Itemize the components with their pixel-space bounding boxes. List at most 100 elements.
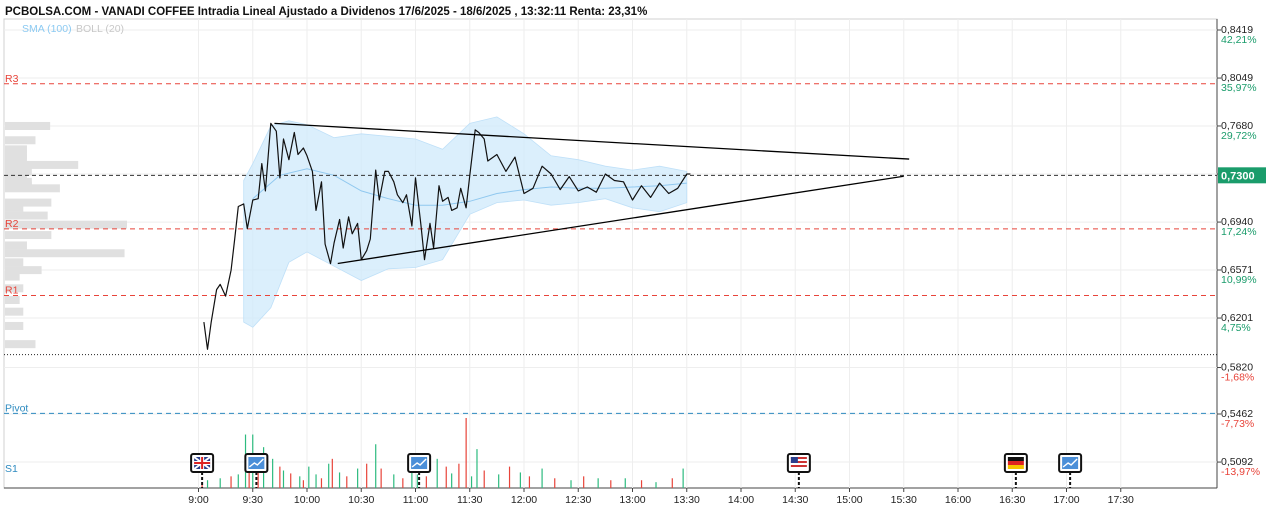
volume-bar [445, 466, 447, 488]
order-book-bar [5, 121, 51, 130]
order-book-bar [5, 295, 20, 304]
x-tick-label: 17:00 [1053, 494, 1079, 506]
order-book-bar [5, 167, 32, 176]
volume-bar [331, 458, 333, 488]
flag-germany-icon-part [1007, 461, 1024, 465]
order-book-bar [5, 266, 42, 275]
y-tick-percent: -13,97% [1221, 466, 1260, 478]
flag-uk-icon-part [194, 462, 211, 464]
volume-bar [465, 418, 467, 488]
y-tick-percent: 35,97% [1221, 82, 1257, 94]
volume-bar [640, 480, 643, 488]
volume-bar [282, 470, 285, 488]
volume-bar [290, 473, 292, 488]
y-tick-percent: 10,99% [1221, 274, 1257, 286]
time-axis: 9:00 9:30 10:00 10:30 11:00 11:30 12:00 12:30 13… [188, 488, 1134, 506]
x-tick-label: 10:30 [348, 494, 374, 506]
flag-us-icon-stripe [790, 465, 807, 467]
event-marker[interactable] [786, 453, 811, 488]
bollinger-band-area [243, 116, 688, 328]
event-marker[interactable] [1058, 453, 1083, 488]
volume-bar [237, 474, 239, 488]
volume-bar [570, 480, 572, 488]
volume-bar [624, 478, 626, 488]
current-price-label: 0,7300 [1221, 170, 1255, 182]
level-label-pivot: Pivot [5, 402, 28, 414]
volume-bar [470, 476, 473, 488]
volume-bar [483, 470, 485, 488]
flag-us-icon-stripe [790, 467, 807, 469]
y-tick-percent: 17,24% [1221, 226, 1257, 238]
volume-bar [201, 482, 203, 488]
x-tick-label: 16:30 [999, 494, 1025, 506]
event-marker[interactable] [1003, 453, 1028, 488]
y-tick-label: 0,8419 [1221, 24, 1253, 36]
volume-bar [320, 478, 323, 488]
volume-bar [338, 472, 341, 488]
x-tick-label: 17:30 [1108, 494, 1134, 506]
event-marker[interactable] [244, 453, 269, 488]
volume-bar [528, 476, 531, 488]
volume-bars [201, 418, 684, 488]
volume-bar [299, 476, 301, 488]
order-book-bar [5, 145, 27, 154]
price-line [203, 122, 691, 350]
boll-legend[interactable]: BOLL (20) [76, 23, 124, 35]
volume-bar [375, 444, 377, 488]
event-marker[interactable] [407, 453, 432, 488]
volume-bar [425, 476, 427, 488]
flag-us-icon [790, 457, 798, 463]
trendline-lower [337, 175, 904, 265]
x-tick-label: 9:00 [188, 494, 209, 506]
volume-bar [402, 478, 404, 488]
y-tick-percent: 42,21% [1221, 34, 1257, 46]
volume-bar [610, 480, 612, 488]
y-tick-percent: -7,73% [1221, 418, 1254, 430]
y-tick-percent: -1,68% [1221, 372, 1254, 384]
y-tick-percent: 4,75% [1221, 322, 1251, 334]
order-book-depth [5, 121, 127, 349]
x-tick-label: 13:30 [674, 494, 700, 506]
volume-bar [554, 478, 556, 488]
x-tick-label: 13:00 [619, 494, 645, 506]
order-book-bar [5, 203, 24, 212]
order-book-bar [5, 231, 52, 240]
flag-us-icon-stripe [790, 461, 807, 463]
y-tick-label: 0,5462 [1221, 408, 1253, 420]
volume-bar [682, 468, 684, 488]
order-book-bar [5, 198, 52, 207]
news-chart-icon-part [411, 458, 427, 468]
x-tick-label: 9:30 [243, 494, 264, 506]
flag-us-icon-stripe [790, 459, 807, 461]
pivot-levels: R3 R2 R1 Pivot S1 [4, 73, 1217, 475]
order-book-bar [5, 136, 36, 145]
order-book-bar [5, 241, 27, 250]
plot-area [3, 18, 1218, 489]
event-marker[interactable] [190, 453, 215, 488]
sma-legend[interactable]: SMA (100) [22, 23, 72, 35]
event-markers[interactable] [190, 453, 1083, 488]
volume-bar [328, 463, 330, 488]
volume-bar [458, 463, 460, 488]
news-chart-icon [411, 457, 428, 469]
y-tick-label: 0,5820 [1221, 362, 1253, 374]
sma-line [252, 168, 687, 206]
volume-bar [416, 474, 418, 488]
news-chart-icon [1062, 457, 1079, 469]
plot-frame [3, 18, 1218, 489]
volume-bar [206, 480, 209, 488]
volume-bar [272, 458, 274, 488]
order-book-bar [5, 258, 24, 267]
x-tick-label: 14:00 [728, 494, 754, 506]
order-book-bar [5, 184, 60, 193]
volume-bar [357, 468, 359, 488]
y-tick-label: 0,6940 [1221, 216, 1253, 228]
volume-bar [380, 468, 382, 488]
volume-bar [541, 468, 543, 488]
volume-bar [230, 476, 232, 488]
level-label-r3: R3 [5, 73, 19, 85]
volume-bar [366, 463, 368, 488]
x-tick-label: 11:30 [457, 494, 483, 506]
x-tick-label: 15:30 [891, 494, 917, 506]
